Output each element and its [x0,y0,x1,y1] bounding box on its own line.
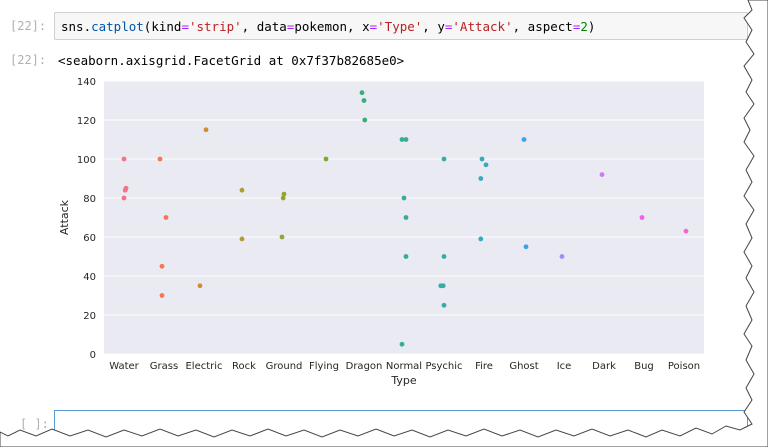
x-tick-label: Flying [309,361,339,372]
data-point [403,137,409,142]
x-tick-label: Rock [232,361,256,372]
code-token-string: 'Attack' [452,19,513,34]
code-token: , aspect [512,19,573,34]
output-text: <seaborn.axisgrid.FacetGrid at 0x7f37b82… [58,53,405,68]
empty-cell-prompt: [ ]: [20,417,49,431]
data-point [403,215,409,220]
data-point [359,90,365,96]
code-token: pokemon, x [294,19,370,34]
output-prompt: [22]: [10,53,47,67]
y-tick-label: 20 [83,311,96,322]
x-tick-label: Grass [150,361,178,372]
data-point [279,234,285,240]
x-tick-label: Poison [668,361,700,372]
x-tick-label: Ground [266,361,303,372]
code-token-operator: = [369,19,378,34]
code-token-number: 2 [580,19,588,34]
input-prompt: [22]: [10,19,47,33]
x-tick-label: Ghost [509,361,538,372]
data-point [197,283,203,289]
y-axis-label: Attack [58,199,71,235]
data-point [159,263,165,269]
x-tick-label: Psychic [425,361,462,372]
data-point [441,156,447,162]
data-point [483,162,489,168]
code-token: , data [241,19,287,34]
x-tick-label: Normal [386,361,422,372]
data-point [157,156,163,162]
x-tick-label: Water [109,361,139,372]
code-token: (kind [143,19,182,34]
data-point [599,172,605,177]
data-point [203,127,209,133]
code-token-string: 'strip' [188,19,242,34]
data-point [403,254,409,259]
y-tick-label: 40 [83,272,96,283]
x-tick-label: Bug [634,361,654,372]
code-token: sns. [61,19,92,34]
data-point [441,302,447,308]
data-point [323,156,329,162]
data-point [401,195,407,201]
code-token-operator: = [181,19,189,34]
data-point [479,156,485,162]
y-tick-label: 100 [77,155,96,166]
data-point [361,98,367,103]
data-point [239,236,245,242]
code-token: ) [587,19,596,34]
data-point [521,137,527,142]
data-point [239,187,245,193]
data-point [683,228,689,234]
data-point [399,341,405,347]
data-point [559,254,565,259]
y-tick-label: 60 [83,233,96,244]
data-point [478,236,484,242]
y-tick-label: 140 [77,77,96,88]
data-point [639,215,645,220]
code-line: sns.catplot(kind='strip', data=pokemon, … [61,19,595,34]
data-point [122,187,128,193]
data-point [523,244,529,250]
data-point [121,195,127,201]
code-token-function: catplot [91,19,144,34]
code-token-string: 'Type' [377,19,423,34]
data-point [280,195,286,201]
y-tick-label: 80 [83,194,96,205]
x-tick-label: Electric [185,361,222,372]
data-point [478,176,484,181]
x-axis-label: Type [390,374,416,387]
data-point [441,254,447,259]
x-tick-label: Ice [557,361,572,372]
chart-svg: 0 20 40 60 80 100 120 140 Water Grass Electric Rock… [58,77,704,387]
code-cell[interactable]: sns.catplot(kind='strip', data=pokemon, … [54,12,748,40]
data-point [440,283,446,289]
empty-code-cell[interactable] [54,410,748,447]
code-token: , y [422,19,445,34]
data-point [159,293,165,298]
x-tick-label: Dragon [346,361,383,372]
x-tick-label: Fire [475,361,493,372]
strip-plot: 0 20 40 60 80 100 120 140 Water Grass Electric Rock… [40,72,720,392]
data-point [362,117,368,123]
x-tick-label: Dark [592,361,616,372]
y-tick-label: 120 [77,116,96,127]
data-point [121,156,127,162]
y-tick-label: 0 [90,350,96,361]
data-point [163,215,169,220]
